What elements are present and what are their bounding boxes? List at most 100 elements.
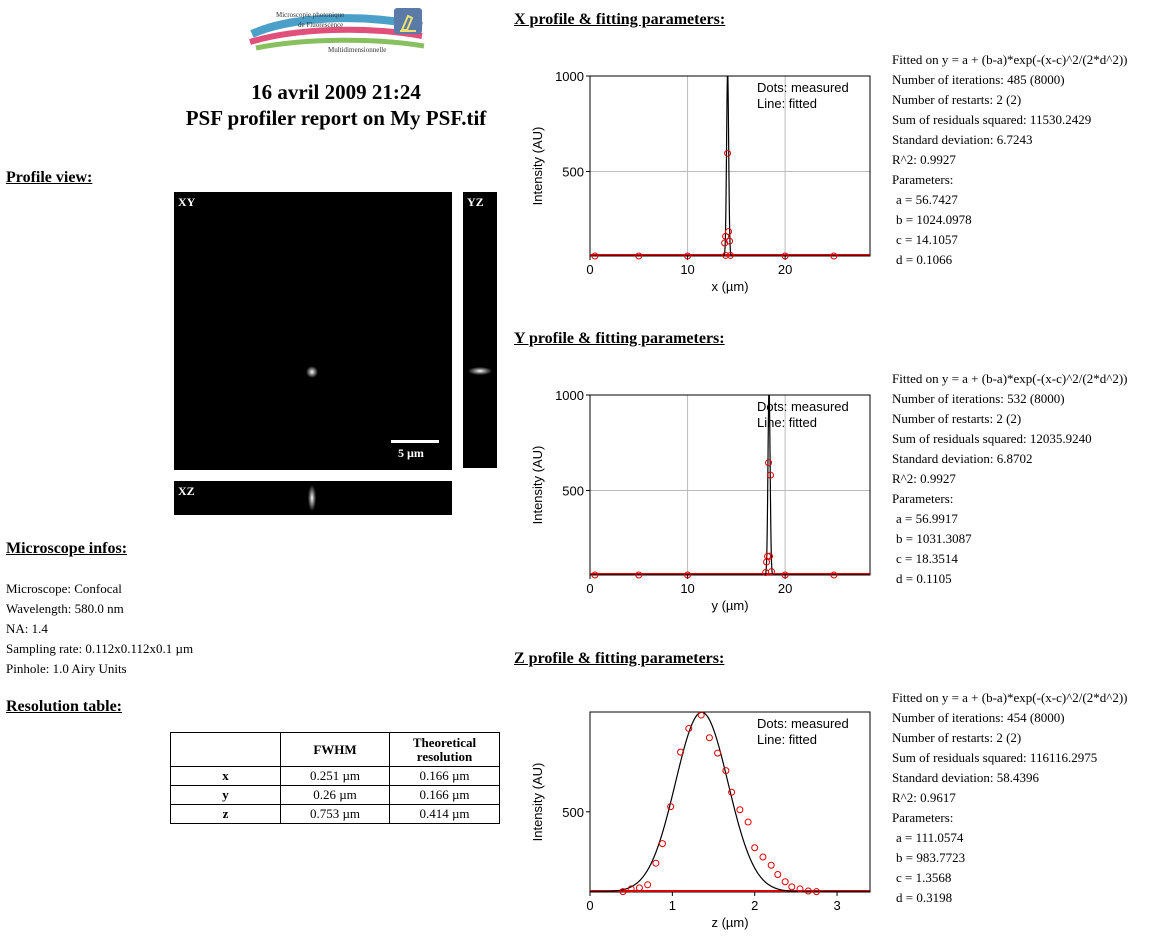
z-fit-parameters: Fitted on y = a + (b-a)*exp(-(x-c)^2/(2*… (892, 688, 1128, 908)
measured-point (725, 228, 733, 236)
yz-projection-image: YZ (463, 192, 497, 468)
table-row: x 0.251 µm 0.166 µm (170, 766, 500, 786)
measured-point (697, 711, 705, 719)
measured-point (714, 749, 722, 757)
fit-param-d: d = 0.3198 (896, 890, 953, 905)
xz-label: XZ (178, 484, 195, 498)
theoretical-cell: 0.166 µm (389, 785, 500, 805)
measured-point (781, 571, 789, 579)
y-tick-label: 1000 (555, 69, 584, 84)
wavelength: Wavelength: 580.0 nm (6, 601, 124, 616)
fit-iterations: Number of iterations: 454 (8000) (892, 710, 1065, 725)
measured-point (726, 251, 734, 259)
fit-param-c: c = 18.3514 (896, 551, 958, 566)
fit-param-d: d = 0.1066 (896, 252, 953, 267)
legend-measured: Dots: measured (757, 399, 849, 414)
xz-projection-image: XZ (174, 481, 452, 515)
x-tick-label: 2 (751, 898, 758, 913)
legend-fitted: Line: fitted (757, 96, 817, 111)
y-axis-label: Intensity (AU) (530, 763, 545, 842)
x-tick-label: 1 (669, 898, 676, 913)
microscope-infos-heading: Microscope infos: (6, 540, 128, 557)
y-profile-heading: Y profile & fitting parameters: (514, 330, 725, 347)
fit-param-b: b = 1031.3087 (896, 531, 972, 546)
y-axis-label: Intensity (AU) (530, 446, 545, 525)
fit-restarts: Number of restarts: 2 (2) (892, 92, 1022, 107)
measured-point (635, 884, 643, 892)
x-tick-label: 20 (778, 581, 792, 596)
measured-point (627, 885, 635, 893)
y-fit-parameters: Fitted on y = a + (b-a)*exp(-(x-c)^2/(2*… (892, 369, 1128, 589)
x-tick-label: 10 (680, 262, 694, 277)
report-title: PSF profiler report on My PSF.tif (185, 106, 487, 130)
measured-point (788, 883, 796, 891)
measured-point (667, 803, 675, 811)
legend-fitted: Line: fitted (757, 415, 817, 430)
measured-point (830, 252, 838, 260)
fitted-curve (590, 76, 870, 256)
microscope-type: Microscope: Confocal (6, 581, 122, 596)
fit-param-a: a = 56.7427 (896, 192, 958, 207)
fit-parameters-label: Parameters: (892, 172, 954, 187)
table-row: z 0.753 µm 0.414 µm (170, 804, 500, 824)
x-tick-label: 20 (778, 262, 792, 277)
fit-residuals: Sum of residuals squared: 11530.2429 (892, 112, 1092, 127)
measured-point (591, 252, 599, 260)
measured-point (759, 853, 767, 861)
measured-point (762, 569, 770, 577)
theoretical-cell: 0.166 µm (389, 766, 500, 786)
legend-measured: Dots: measured (757, 80, 849, 95)
x-fit-parameters: Fitted on y = a + (b-a)*exp(-(x-c)^2/(2*… (892, 50, 1128, 270)
fit-param-d: d = 0.1105 (896, 571, 952, 586)
fit-formula: Fitted on y = a + (b-a)*exp(-(x-c)^2/(2*… (892, 690, 1128, 705)
logo-text-3: Multidimensionnelle (328, 46, 386, 54)
measured-point (684, 252, 692, 260)
x-axis-label: z (µm) (711, 915, 748, 930)
fit-iterations: Number of iterations: 485 (8000) (892, 72, 1065, 87)
fit-param-a: a = 56.9917 (896, 511, 958, 526)
measured-point (652, 859, 660, 867)
measured-point (744, 818, 752, 826)
fit-restarts: Number of restarts: 2 (2) (892, 411, 1022, 426)
plot-frame (589, 711, 871, 893)
x-tick-label: 0 (586, 262, 593, 277)
legend-measured: Dots: measured (757, 716, 849, 731)
header-cell-theoretical: Theoretical resolution (389, 732, 500, 767)
measured-point (619, 888, 627, 896)
measured-point (830, 571, 838, 579)
table-row: y 0.26 µm 0.166 µm (170, 785, 500, 805)
resolution-table-heading: Resolution table: (6, 698, 122, 715)
xy-label: XY (178, 195, 196, 209)
fit-restarts: Number of restarts: 2 (2) (892, 730, 1022, 745)
fit-param-b: b = 1024.0978 (896, 212, 972, 227)
measured-point (677, 748, 685, 756)
profile-view-heading: Profile view: (6, 169, 93, 186)
pinhole: Pinhole: 1.0 Airy Units (6, 661, 127, 676)
measured-point (812, 888, 820, 896)
axis-cell: y (170, 785, 281, 805)
y-axis-label: Intensity (AU) (530, 127, 545, 206)
fit-residuals: Sum of residuals squared: 12035.9240 (892, 431, 1092, 446)
y-tick-label: 500 (562, 483, 584, 498)
fit-param-c: c = 14.1057 (896, 232, 958, 247)
y-tick-label: 1000 (555, 388, 584, 403)
fitted-curve (590, 712, 870, 892)
resolution-table: FWHM Theoretical resolution x 0.251 µm 0… (170, 732, 500, 824)
x-profile-chart: 0 10 20 500 1000 x (µm) Intensity (AU) Dots: me… (520, 64, 880, 309)
y-tick-label: 500 (562, 164, 584, 179)
fit-param-a: a = 111.0574 (896, 830, 964, 845)
fit-std-dev: Standard deviation: 6.8702 (892, 451, 1033, 466)
logo-text-2: de Fluorescence (298, 21, 343, 29)
fit-param-b: b = 983.7723 (896, 850, 966, 865)
fit-parameters-label: Parameters: (892, 491, 954, 506)
measured-point (764, 552, 772, 560)
report-date: 16 avril 2009 21:24 (251, 80, 421, 104)
measured-point (728, 788, 736, 796)
measured-point (781, 878, 789, 886)
fit-residuals: Sum of residuals squared: 116116.2975 (892, 750, 1098, 765)
x-axis-label: y (µm) (711, 598, 748, 613)
psf-spot-xz (308, 485, 316, 511)
fit-r2: R^2: 0.9927 (892, 152, 956, 167)
lab-logo: Microscopie photonique de Fluorescence M… (246, 4, 426, 56)
x-tick-label: 3 (833, 898, 840, 913)
